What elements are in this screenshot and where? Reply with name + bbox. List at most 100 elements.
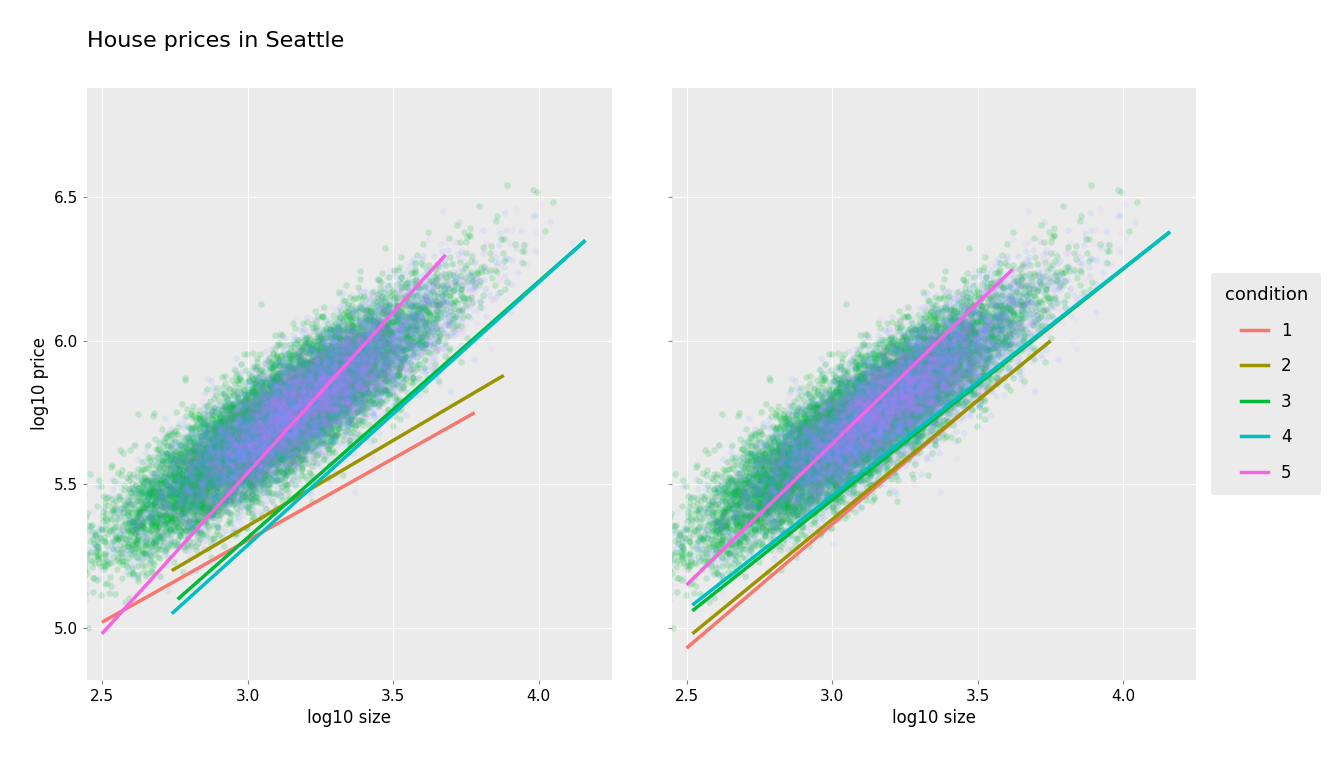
Point: [151, 489, 172, 502]
Point: [368, 336, 390, 349]
Point: [804, 473, 825, 485]
Point: [863, 412, 884, 425]
Point: [1008, 365, 1030, 377]
Point: [285, 377, 306, 389]
Point: [188, 467, 210, 479]
Point: [289, 435, 310, 448]
Point: [841, 429, 863, 441]
Point: [812, 467, 833, 479]
Point: [888, 389, 910, 402]
Point: [810, 439, 832, 451]
Point: [415, 342, 437, 354]
Point: [282, 379, 304, 392]
Point: [840, 445, 862, 457]
Point: [249, 395, 270, 407]
Point: [352, 341, 374, 353]
Point: [921, 398, 942, 410]
Point: [879, 387, 900, 399]
Point: [1011, 257, 1032, 270]
Point: [212, 455, 234, 468]
Point: [146, 518, 168, 530]
Point: [345, 380, 367, 392]
Point: [868, 413, 890, 425]
Point: [800, 444, 821, 456]
Point: [215, 450, 237, 462]
Point: [800, 491, 821, 503]
Point: [812, 419, 833, 431]
Point: [269, 389, 290, 401]
Point: [384, 325, 406, 337]
Point: [767, 479, 789, 492]
Point: [794, 427, 816, 439]
Point: [274, 399, 296, 412]
Point: [332, 379, 353, 391]
Point: [942, 344, 964, 356]
Point: [870, 416, 891, 429]
Point: [364, 333, 386, 346]
Point: [759, 511, 781, 524]
Point: [751, 449, 773, 462]
Point: [863, 442, 884, 454]
Point: [847, 445, 868, 457]
Point: [913, 389, 934, 402]
Point: [789, 444, 810, 456]
Point: [871, 376, 892, 388]
Point: [265, 475, 286, 487]
Point: [374, 383, 395, 396]
Point: [884, 372, 906, 384]
Point: [792, 445, 813, 457]
Point: [878, 323, 899, 336]
Point: [821, 421, 843, 433]
Point: [310, 406, 332, 418]
Point: [903, 431, 925, 443]
Point: [222, 498, 243, 510]
Point: [852, 392, 874, 405]
Point: [325, 403, 347, 415]
Point: [316, 366, 337, 379]
Point: [208, 442, 230, 454]
Point: [884, 383, 906, 396]
Point: [866, 420, 887, 432]
Point: [853, 416, 875, 429]
Point: [222, 451, 243, 463]
Point: [235, 396, 257, 409]
Point: [387, 368, 409, 380]
Point: [120, 530, 141, 542]
Point: [317, 399, 339, 412]
Point: [414, 383, 435, 396]
Point: [880, 406, 902, 419]
Point: [891, 356, 913, 368]
Point: [349, 390, 371, 402]
Point: [931, 400, 953, 412]
Point: [247, 420, 269, 432]
Point: [206, 474, 227, 486]
Point: [324, 371, 345, 383]
Point: [367, 322, 388, 334]
Point: [933, 406, 954, 418]
Point: [840, 432, 862, 444]
Point: [809, 427, 831, 439]
Point: [313, 399, 335, 411]
Point: [862, 478, 883, 491]
Point: [848, 425, 870, 437]
Point: [870, 442, 891, 455]
Point: [724, 522, 746, 535]
Point: [118, 514, 140, 526]
Point: [921, 354, 942, 366]
Point: [329, 406, 351, 418]
Point: [927, 358, 949, 370]
Point: [915, 405, 937, 417]
Point: [376, 402, 398, 415]
Point: [899, 372, 921, 385]
Point: [245, 448, 266, 460]
Point: [233, 450, 254, 462]
Point: [227, 471, 249, 483]
Point: [454, 260, 476, 272]
Point: [872, 365, 894, 377]
Point: [847, 394, 868, 406]
Point: [325, 379, 347, 392]
Point: [312, 387, 333, 399]
Point: [903, 407, 925, 419]
Point: [284, 342, 305, 354]
Point: [196, 438, 218, 450]
